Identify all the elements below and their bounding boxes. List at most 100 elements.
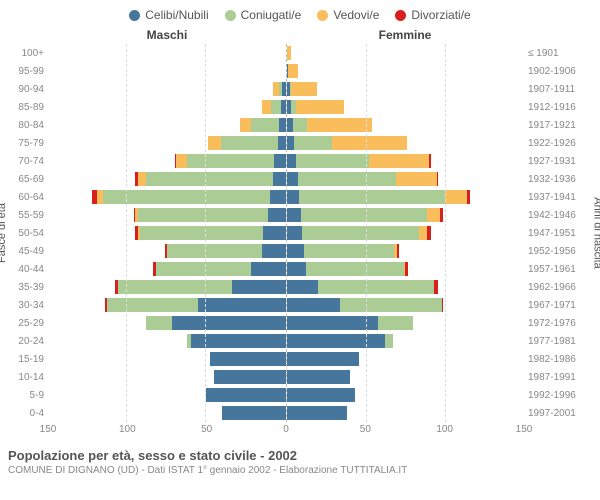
bar-segment bbox=[262, 100, 272, 114]
grid-line bbox=[126, 44, 127, 422]
birth-label: 1932-1936 bbox=[524, 170, 592, 188]
bar-row-female bbox=[287, 62, 525, 80]
bar-segment bbox=[332, 136, 406, 150]
bar-segment bbox=[287, 370, 350, 384]
bar-segment bbox=[146, 316, 171, 330]
bar-row-male bbox=[48, 260, 286, 278]
bar-segment bbox=[287, 298, 341, 312]
age-label: 45-49 bbox=[8, 242, 48, 260]
age-label: 35-39 bbox=[8, 278, 48, 296]
age-label: 60-64 bbox=[8, 188, 48, 206]
bar-segment bbox=[440, 208, 443, 222]
birth-label: 1987-1991 bbox=[524, 368, 592, 386]
bar-row-female bbox=[287, 152, 525, 170]
bar-segment bbox=[287, 244, 304, 258]
bar-segment bbox=[287, 262, 306, 276]
female-side bbox=[287, 44, 525, 422]
bar-row-male bbox=[48, 134, 286, 152]
bar-row-female bbox=[287, 332, 525, 350]
legend: Celibi/Nubili Coniugati/e Vedovi/e Divorzia… bbox=[8, 8, 592, 22]
x-tick: 0 bbox=[283, 424, 289, 435]
bar-segment bbox=[107, 298, 199, 312]
bar-row-male bbox=[48, 278, 286, 296]
bar-row-male bbox=[48, 116, 286, 134]
bar-segment bbox=[429, 154, 431, 168]
age-label: 0-4 bbox=[8, 404, 48, 422]
bar-row-female bbox=[287, 314, 525, 332]
birth-label: 1927-1931 bbox=[524, 152, 592, 170]
bar-segment bbox=[262, 244, 286, 258]
legend-item: Coniugati/e bbox=[225, 8, 302, 22]
grid-line bbox=[445, 44, 446, 422]
bar-segment bbox=[288, 64, 298, 78]
bar-segment bbox=[296, 154, 369, 168]
bar-segment bbox=[146, 172, 273, 186]
birth-label: 1922-1926 bbox=[524, 134, 592, 152]
legend-swatch bbox=[317, 10, 328, 21]
legend-item: Celibi/Nubili bbox=[129, 8, 208, 22]
bar-segment bbox=[306, 262, 404, 276]
bar-row-male bbox=[48, 224, 286, 242]
plot-area: Fasce di età Anni di nascita 100+95-9990… bbox=[8, 44, 592, 422]
bar-row-male bbox=[48, 314, 286, 332]
bar-segment bbox=[270, 190, 286, 204]
bar-segment bbox=[467, 190, 470, 204]
legend-label: Vedovi/e bbox=[333, 8, 379, 22]
birth-label: 1982-1986 bbox=[524, 350, 592, 368]
age-label: 30-34 bbox=[8, 296, 48, 314]
bar-row-female bbox=[287, 296, 525, 314]
bar-row-male bbox=[48, 188, 286, 206]
bar-row-male bbox=[48, 296, 286, 314]
bar-row-female bbox=[287, 404, 525, 422]
legend-label: Divorziati/e bbox=[411, 8, 470, 22]
birth-label: 1952-1956 bbox=[524, 242, 592, 260]
bar-segment bbox=[118, 280, 232, 294]
bar-segment bbox=[378, 316, 413, 330]
birth-label: 1967-1971 bbox=[524, 296, 592, 314]
bar-row-female bbox=[287, 386, 525, 404]
bar-segment bbox=[405, 262, 408, 276]
chart-subtitle: COMUNE DI DIGNANO (UD) - Dati ISTAT 1° g… bbox=[8, 465, 592, 476]
chart-title: Popolazione per età, sesso e stato civil… bbox=[8, 448, 592, 463]
age-label: 50-54 bbox=[8, 224, 48, 242]
age-label: 70-74 bbox=[8, 152, 48, 170]
bar-row-female bbox=[287, 224, 525, 242]
bar-row-male bbox=[48, 62, 286, 80]
bar-row-female bbox=[287, 350, 525, 368]
x-tick: 50 bbox=[201, 424, 212, 435]
bar-segment bbox=[156, 262, 251, 276]
bar-segment bbox=[434, 280, 439, 294]
birth-label: 1992-1996 bbox=[524, 386, 592, 404]
bar-segment bbox=[296, 100, 344, 114]
bar-row-male bbox=[48, 44, 286, 62]
birth-label: 1962-1966 bbox=[524, 278, 592, 296]
bar-segment bbox=[396, 172, 437, 186]
bar-segment bbox=[385, 334, 393, 348]
male-side bbox=[48, 44, 287, 422]
bar-segment bbox=[274, 154, 285, 168]
bar-segment bbox=[369, 154, 429, 168]
bar-row-female bbox=[287, 170, 525, 188]
bar-row-female bbox=[287, 278, 525, 296]
age-label: 85-89 bbox=[8, 98, 48, 116]
bar-segment bbox=[287, 316, 379, 330]
bar-segment bbox=[419, 226, 427, 240]
bar-row-male bbox=[48, 404, 286, 422]
age-label: 15-19 bbox=[8, 350, 48, 368]
bar-segment bbox=[294, 136, 332, 150]
bar-segment bbox=[172, 316, 286, 330]
bar-row-male bbox=[48, 152, 286, 170]
legend-swatch bbox=[395, 10, 406, 21]
bar-segment bbox=[287, 136, 295, 150]
bar-segment bbox=[103, 190, 269, 204]
chart-container: Celibi/Nubili Coniugati/e Vedovi/e Divorzia… bbox=[0, 0, 600, 500]
age-label: 80-84 bbox=[8, 116, 48, 134]
birth-label: 1977-1981 bbox=[524, 332, 592, 350]
bar-segment bbox=[167, 244, 262, 258]
bar-segment bbox=[221, 136, 278, 150]
birth-label: 1972-1976 bbox=[524, 314, 592, 332]
legend-swatch bbox=[129, 10, 140, 21]
bar-row-male bbox=[48, 242, 286, 260]
bar-row-female bbox=[287, 44, 525, 62]
age-label: 10-14 bbox=[8, 368, 48, 386]
